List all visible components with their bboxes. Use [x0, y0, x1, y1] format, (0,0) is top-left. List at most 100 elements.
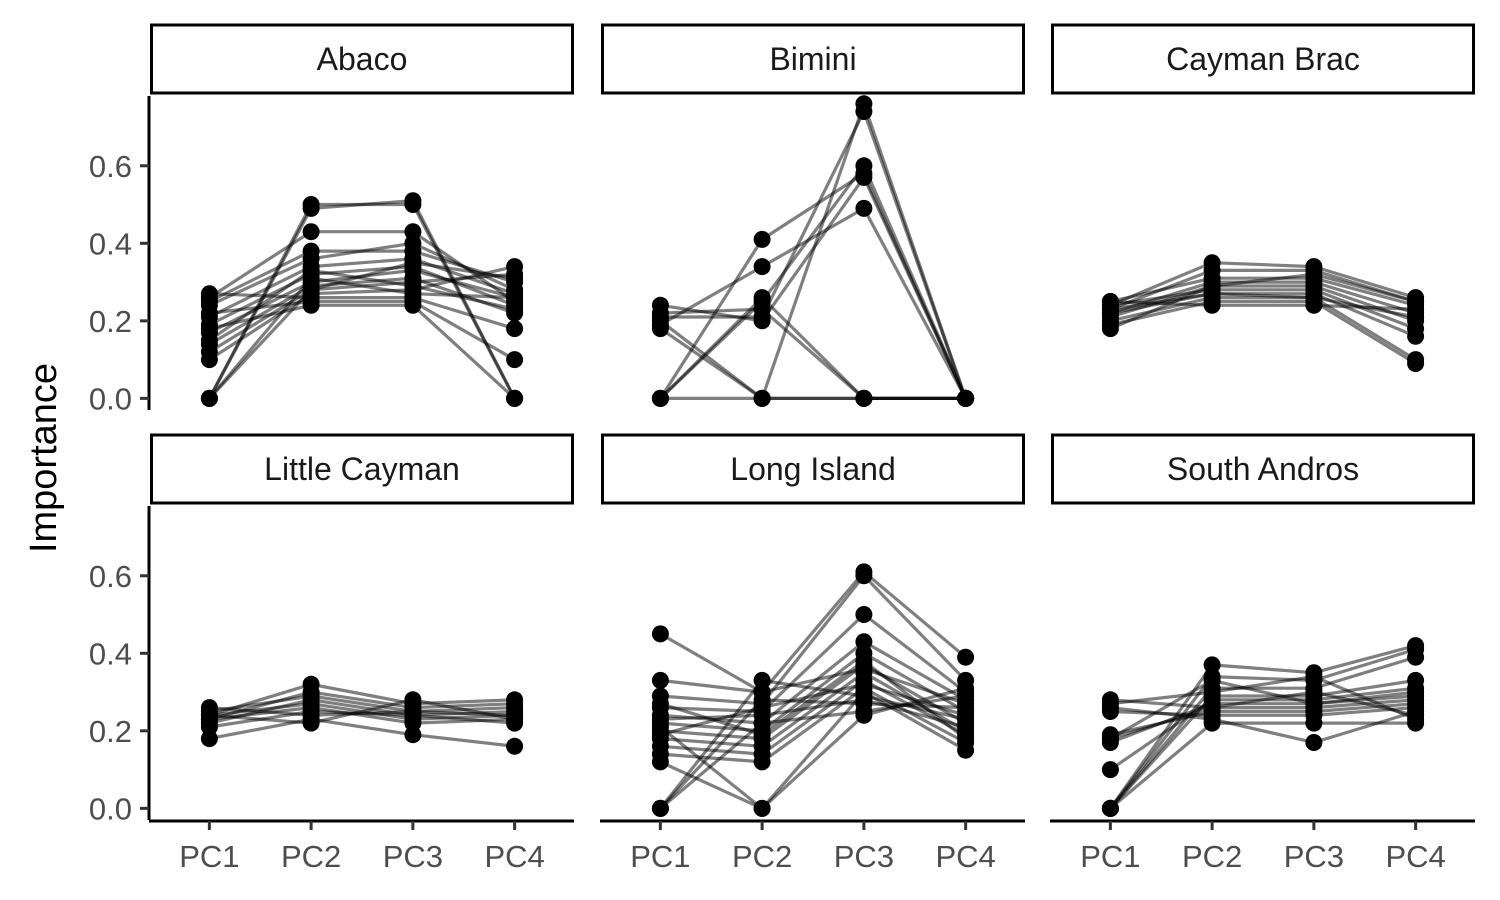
data-point — [506, 351, 524, 369]
data-point — [1101, 730, 1119, 748]
series-line — [208, 690, 515, 721]
data-point — [1305, 289, 1323, 307]
data-point — [1407, 308, 1425, 326]
x-tick-label: PC3 — [834, 839, 894, 874]
data-point — [855, 389, 873, 407]
series-line — [1110, 299, 1417, 365]
facet-title: Long Island — [730, 451, 895, 487]
data-point — [1101, 799, 1119, 817]
data-point — [506, 737, 524, 755]
y-tick-label: 0.6 — [89, 559, 132, 594]
series-line — [1109, 678, 1416, 810]
data-point — [506, 389, 524, 407]
y-tick-label: 0.2 — [89, 304, 132, 339]
data-point — [200, 706, 218, 724]
data-point — [506, 320, 524, 338]
y-tick-label: 0.4 — [89, 636, 132, 671]
data-point — [651, 753, 669, 771]
series-line — [1110, 276, 1417, 307]
data-point — [1101, 304, 1119, 322]
series-line — [208, 265, 515, 361]
data-point — [855, 675, 873, 693]
series-line — [660, 175, 968, 400]
data-point — [1305, 714, 1323, 732]
facet-title: South Andros — [1167, 451, 1359, 487]
facet-title: Cayman Brac — [1166, 41, 1360, 77]
series-line — [1110, 674, 1417, 721]
facet-strip — [1051, 433, 1475, 505]
facet-panel-1: Bimini — [601, 23, 1025, 407]
series-line — [209, 299, 516, 361]
series-line — [209, 292, 516, 331]
data-point — [957, 730, 975, 748]
series-line — [659, 659, 967, 740]
series-line — [659, 171, 968, 400]
series-line — [659, 690, 967, 811]
x-tick-label: PC1 — [1080, 839, 1140, 874]
data-point — [651, 389, 669, 407]
series-line — [208, 261, 515, 400]
data-point — [1407, 355, 1425, 372]
series-line — [660, 574, 967, 706]
facet-strip — [150, 433, 574, 505]
facet-strip — [601, 23, 1025, 95]
y-tick-label: 0.0 — [89, 381, 132, 416]
series-line — [660, 698, 967, 729]
data-point — [1203, 714, 1221, 732]
data-point — [957, 648, 975, 666]
data-point — [302, 296, 320, 314]
data-point — [404, 703, 422, 720]
data-point — [753, 726, 771, 744]
data-point — [651, 671, 669, 689]
data-point — [957, 706, 975, 724]
data-point — [855, 691, 873, 709]
data-point — [753, 289, 771, 307]
data-point — [753, 799, 771, 817]
data-point — [302, 223, 320, 241]
data-point — [200, 389, 218, 407]
data-point — [855, 567, 873, 585]
series-line — [660, 651, 967, 733]
data-point — [302, 714, 320, 732]
series-line — [1109, 678, 1416, 740]
facet-panel-5: South Andros PC1 PC2 PC3 PC4 — [1050, 433, 1475, 874]
data-point — [651, 799, 669, 817]
facet-strip — [601, 433, 1025, 505]
series-line — [209, 706, 515, 717]
series-line — [209, 303, 516, 400]
data-point — [855, 606, 873, 623]
data-point — [957, 679, 975, 697]
x-tick-label: PC3 — [383, 839, 443, 874]
series-line — [659, 206, 968, 400]
data-point — [753, 699, 771, 717]
facet-title: Abaco — [317, 41, 408, 77]
data-point — [753, 753, 771, 771]
data-point — [1305, 668, 1323, 686]
series-line — [1109, 721, 1416, 810]
data-point — [506, 269, 524, 287]
series-line — [208, 241, 516, 307]
series-line — [1109, 647, 1417, 810]
x-tick-label: PC2 — [732, 839, 792, 874]
facet-grid: Abaco 0.0 0.2 0.4 0.6 Bimini Cayman Brac Little… — [89, 23, 1475, 874]
data-point — [1203, 656, 1221, 674]
facet-panel-0: Abaco 0.0 0.2 0.4 0.6 — [89, 23, 574, 416]
series-line — [209, 705, 515, 725]
series-line — [1110, 292, 1416, 319]
x-tick-label: PC4 — [484, 839, 544, 874]
series-line — [660, 686, 967, 764]
series-line — [1110, 292, 1417, 338]
series-line — [1109, 272, 1417, 331]
y-axis-title: Importance — [23, 363, 65, 553]
x-tick-label: PC1 — [179, 839, 239, 874]
series-line — [1109, 655, 1417, 810]
data-point — [1407, 327, 1425, 345]
x-tick-label: PC1 — [630, 839, 690, 874]
data-point — [404, 254, 422, 272]
data-point — [855, 199, 873, 217]
data-point — [753, 230, 771, 248]
facet-panel-4: Long Island PC1 PC2 PC3 PC4 — [600, 433, 1025, 874]
series-line — [1109, 261, 1417, 307]
data-point — [200, 351, 218, 369]
